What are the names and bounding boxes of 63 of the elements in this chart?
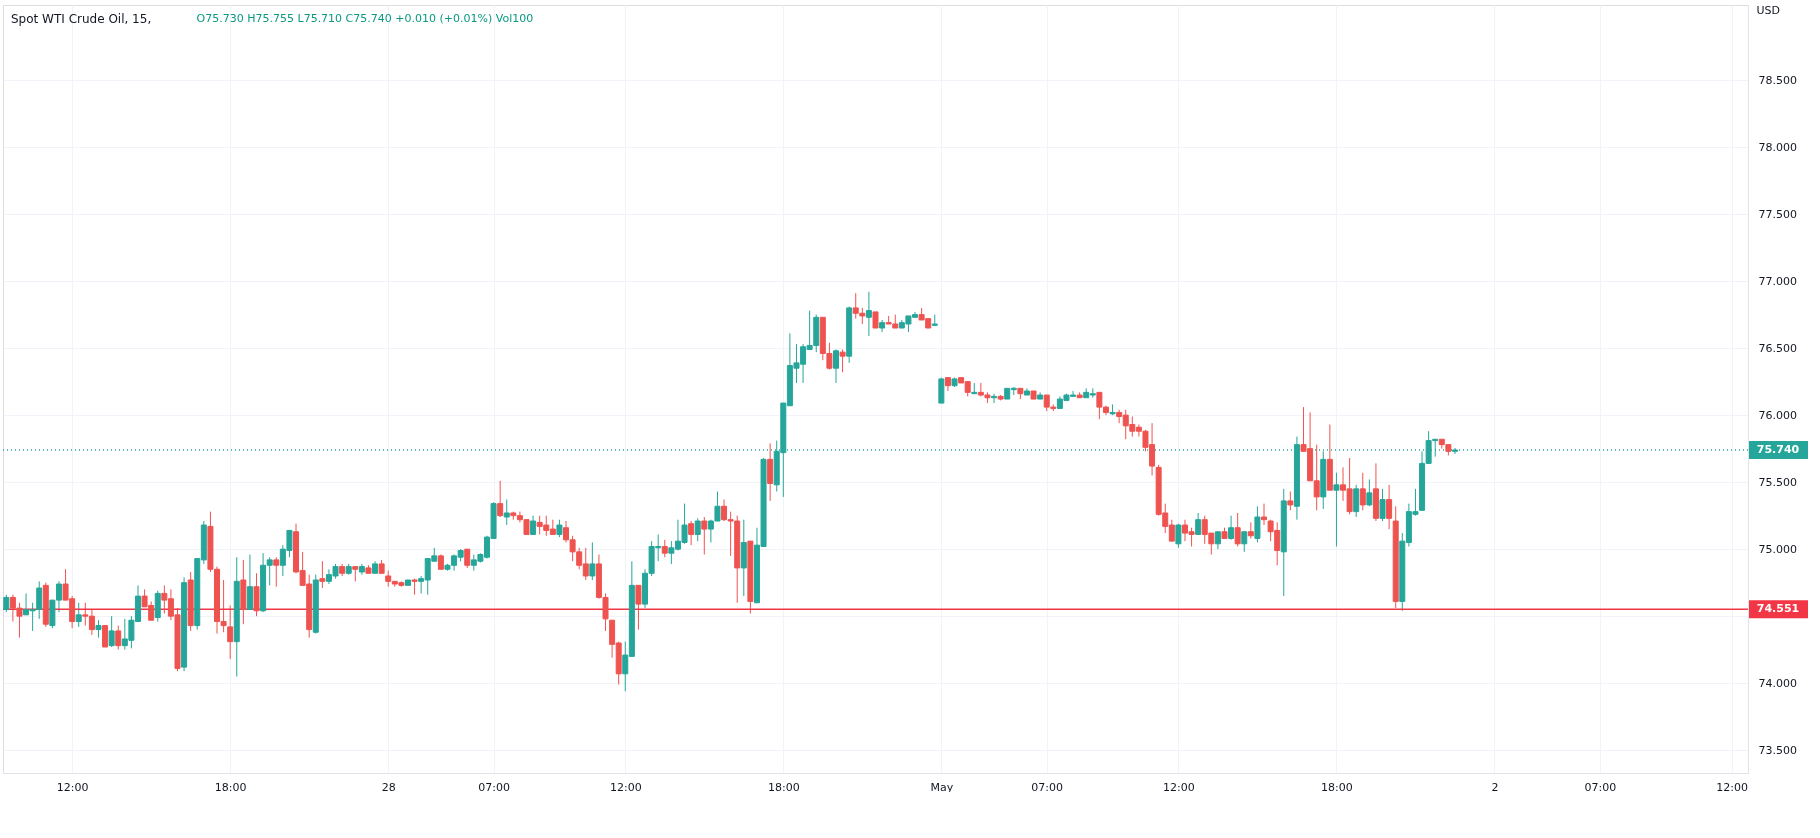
- candlestick: [865, 291, 872, 337]
- candlestick: [246, 554, 253, 610]
- candlestick: [1386, 484, 1393, 530]
- y-axis-title: USD: [1756, 3, 1781, 17]
- x-tick-label: 18:00: [767, 780, 800, 794]
- y-tick-label: 77.500: [1758, 207, 1797, 221]
- y-tick-label: 76.000: [1758, 408, 1797, 422]
- candlestick: [688, 520, 695, 546]
- candlestick: [1366, 478, 1373, 507]
- ref-line-label: 75.740: [1756, 442, 1800, 456]
- y-tick-label: 75.500: [1758, 475, 1797, 489]
- x-tick-label: 18:00: [1321, 780, 1353, 794]
- y-tick-label: 77.000: [1758, 274, 1797, 288]
- x-tick-label: 12:00: [1716, 780, 1748, 794]
- text: O75.730 H75.755 L75.710 C75.740 +0.010 (+0.01%) Vol100: [196, 12, 534, 25]
- y-tick-label: 74.000: [1758, 676, 1797, 690]
- x-tick-label: 28: [381, 780, 396, 794]
- candlestick: [497, 480, 504, 518]
- candlestick: [227, 604, 234, 660]
- y-tick-label: 75.000: [1758, 542, 1797, 556]
- x-tick-label: 12:00: [1163, 780, 1195, 794]
- candlestick: [839, 348, 846, 373]
- x-tick-label: 18:00: [214, 780, 247, 794]
- candlestick: [102, 625, 109, 648]
- x-tick-label: 07:00: [1584, 780, 1617, 794]
- ref-line-label: 74.551: [1756, 602, 1800, 616]
- candlestick: [635, 584, 642, 631]
- x-tick-label: 12:00: [609, 780, 642, 794]
- x-tick-label: 12:00: [56, 780, 89, 794]
- candlestick: [503, 499, 510, 526]
- x-tick-label: 07:00: [478, 780, 510, 794]
- candlestick: [273, 556, 280, 588]
- candlestick: [991, 393, 998, 404]
- candlestick: [1254, 505, 1261, 543]
- x-tick-label: 2: [1491, 780, 1499, 794]
- x-tick-label: May: [930, 780, 954, 794]
- candlestick: [75, 602, 82, 628]
- candlestick: [1195, 512, 1202, 535]
- y-tick-label: 76.500: [1758, 341, 1797, 355]
- candlestick: [464, 548, 471, 569]
- candlestick: [701, 516, 708, 556]
- candlestick: [832, 348, 839, 384]
- candlestick: [1261, 503, 1268, 526]
- candlestick: [1234, 512, 1241, 547]
- candlestick: [694, 517, 701, 542]
- candlestick: [1333, 472, 1340, 547]
- candlestick: [530, 515, 537, 535]
- y-tick-label: 73.500: [1758, 743, 1797, 757]
- candlestick: [1353, 484, 1360, 518]
- x-tick-label: 07:00: [1031, 780, 1064, 794]
- text: Spot WTI Crude Oil, 15,: [11, 12, 152, 26]
- candlestick: [1241, 531, 1248, 553]
- candlestick: [115, 625, 122, 651]
- y-tick-label: 78.000: [1758, 140, 1797, 154]
- candlestick: [1379, 488, 1386, 522]
- candlestick: [1287, 491, 1294, 511]
- candlestick: [1359, 472, 1366, 511]
- candlestick: [1228, 515, 1235, 541]
- candlestick: [589, 541, 596, 581]
- y-tick-label: 78.500: [1758, 73, 1797, 87]
- candlestick: [319, 560, 326, 589]
- candlestick: [108, 615, 115, 648]
- candlestick: [1175, 523, 1182, 549]
